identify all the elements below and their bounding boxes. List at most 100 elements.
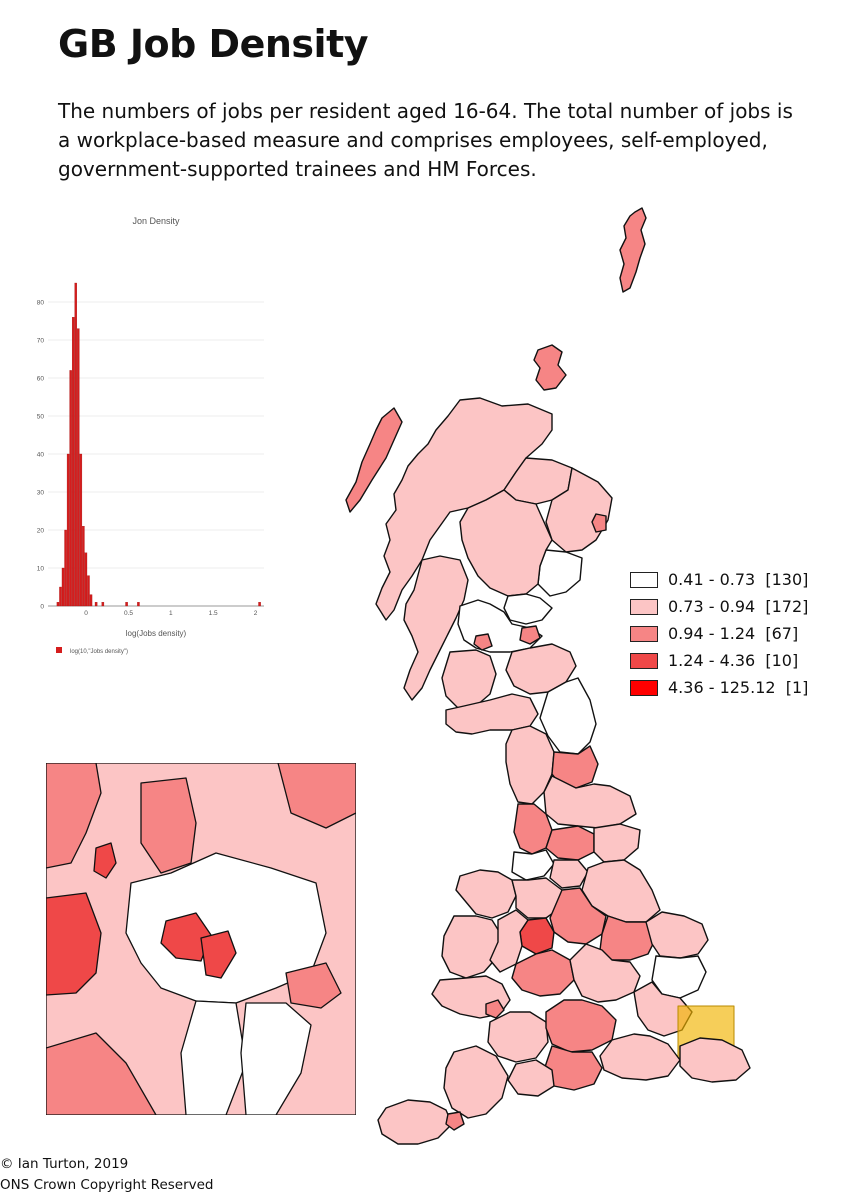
legend-label: 0.94 - 1.24 [67] bbox=[668, 624, 799, 643]
credit-block: © Ian Turton, 2019 ONS Crown Copyright R… bbox=[0, 1154, 214, 1196]
legend-item: 1.24 - 4.36 [10] bbox=[630, 647, 808, 674]
region-shropshire bbox=[489, 909, 529, 973]
credit-copyright: ONS Crown Copyright Reserved bbox=[0, 1177, 214, 1193]
region-north-yorkshire bbox=[543, 775, 637, 829]
histogram-title: Jon Density bbox=[132, 216, 180, 226]
region-somerset bbox=[487, 1011, 549, 1063]
histogram-bar bbox=[64, 529, 67, 607]
region-norfolk bbox=[645, 911, 709, 959]
legend-label: 0.73 - 0.94 [172] bbox=[668, 597, 809, 616]
legend-swatch bbox=[630, 652, 658, 669]
histogram-bar bbox=[66, 453, 70, 607]
region-plymouth bbox=[445, 1111, 465, 1131]
map-legend: 0.41 - 0.73 [130] 0.73 - 0.94 [172] 0.94… bbox=[630, 566, 808, 701]
region-aberdeen bbox=[591, 513, 607, 533]
region-gloucestershire bbox=[511, 949, 575, 997]
histogram-bar bbox=[87, 575, 90, 607]
legend-label: 0.41 - 0.73 [130] bbox=[668, 570, 809, 589]
legend-label: 1.24 - 4.36 [10] bbox=[668, 651, 799, 670]
region-highland bbox=[375, 397, 553, 621]
inset-south-east bbox=[240, 1002, 312, 1115]
histogram-bar bbox=[82, 526, 85, 607]
region-mid-wales bbox=[441, 915, 503, 979]
region-suffolk bbox=[651, 955, 707, 999]
histogram-bar bbox=[69, 370, 72, 607]
legend-item: 4.36 - 125.12 [1] bbox=[630, 674, 808, 701]
histogram-y-tick-label: 60 bbox=[37, 376, 45, 383]
region-edinburgh bbox=[519, 625, 541, 645]
inset-westminster bbox=[200, 930, 237, 979]
inset-watford bbox=[93, 842, 117, 879]
region-orkney bbox=[533, 344, 567, 391]
histogram-x-tick-label: 0.5 bbox=[124, 610, 133, 617]
region-cardiff bbox=[485, 999, 505, 1019]
region-cumbria bbox=[505, 725, 555, 805]
histogram-bar bbox=[59, 586, 62, 607]
histogram-bar bbox=[74, 282, 77, 607]
histogram-y-tick-label: 10 bbox=[37, 566, 45, 573]
region-sussex bbox=[599, 1033, 681, 1081]
region-manchester bbox=[511, 849, 555, 881]
legend-swatch bbox=[630, 625, 658, 642]
region-glasgow bbox=[473, 633, 493, 651]
region-home-counties-north bbox=[569, 943, 641, 1003]
legend-swatch bbox=[630, 598, 658, 615]
region-fife bbox=[503, 593, 553, 625]
london-inset-map bbox=[46, 763, 356, 1115]
histogram-y-tick-label: 70 bbox=[37, 338, 45, 345]
region-devon bbox=[443, 1045, 509, 1119]
region-north-wales bbox=[455, 869, 517, 919]
legend-item: 0.73 - 0.94 [172] bbox=[630, 593, 808, 620]
legend-item: 0.94 - 1.24 [67] bbox=[630, 620, 808, 647]
region-kent bbox=[679, 1037, 751, 1083]
histogram-bar bbox=[258, 602, 261, 607]
inset-west bbox=[46, 892, 102, 996]
histogram-bar bbox=[77, 328, 80, 607]
histogram-bar bbox=[137, 602, 140, 607]
region-outer-hebrides bbox=[345, 407, 403, 513]
histogram-x-tick-label: 2 bbox=[254, 610, 258, 617]
histogram-y-tick-label: 40 bbox=[37, 452, 45, 459]
region-dorset bbox=[507, 1059, 555, 1097]
histogram-y-tick-label: 20 bbox=[37, 528, 45, 535]
region-east-midlands bbox=[549, 887, 607, 945]
legend-swatch bbox=[630, 679, 658, 696]
credit-author: © Ian Turton, 2019 bbox=[0, 1156, 129, 1172]
inset-city-of-london bbox=[160, 912, 212, 962]
inset-east bbox=[285, 962, 342, 1009]
legend-swatch bbox=[630, 571, 658, 588]
histogram-legend-label: log(10,"Jobs density") bbox=[70, 649, 128, 655]
region-shetland bbox=[619, 207, 647, 293]
histogram-legend-swatch bbox=[56, 647, 62, 653]
inset-north bbox=[140, 777, 197, 874]
histogram-bar bbox=[84, 552, 88, 607]
histogram-y-tick-label: 80 bbox=[37, 300, 45, 307]
histogram-bar bbox=[89, 594, 93, 607]
histogram-x-tick-label: 1.5 bbox=[209, 610, 218, 617]
histogram-x-label: log(Jobs density) bbox=[126, 629, 187, 638]
region-cornwall bbox=[377, 1099, 453, 1145]
histogram-bar bbox=[61, 567, 65, 607]
region-moray bbox=[503, 457, 573, 505]
region-ayrshire bbox=[441, 649, 497, 709]
region-east-yorkshire bbox=[593, 823, 641, 863]
histogram-x-tick-label: 0 bbox=[84, 610, 88, 617]
inset-north-east bbox=[277, 763, 356, 829]
histogram-bar bbox=[94, 602, 98, 607]
region-west-yorkshire bbox=[545, 825, 595, 861]
histogram-bar bbox=[101, 602, 105, 607]
page-subtitle: The numbers of jobs per resident aged 16… bbox=[58, 99, 793, 181]
inset-north-west bbox=[46, 763, 102, 869]
legend-label: 4.36 - 125.12 [1] bbox=[668, 678, 809, 697]
histogram-x-tick-label: 1 bbox=[169, 610, 173, 617]
histogram-bar bbox=[79, 453, 83, 607]
histogram-y-tick-label: 50 bbox=[37, 414, 45, 421]
gb-choropleth-map bbox=[345, 207, 751, 1145]
page-title: GB Job Density bbox=[58, 22, 369, 66]
region-wiltshire bbox=[545, 999, 617, 1053]
region-south-yorkshire bbox=[549, 859, 589, 889]
region-angus bbox=[537, 549, 583, 597]
legend-item: 0.41 - 0.73 [130] bbox=[630, 566, 808, 593]
histogram-chart: Jon Density 0 0.5 1 1.5 2 01020304050607080 … bbox=[37, 216, 264, 655]
region-northumberland bbox=[539, 677, 597, 755]
